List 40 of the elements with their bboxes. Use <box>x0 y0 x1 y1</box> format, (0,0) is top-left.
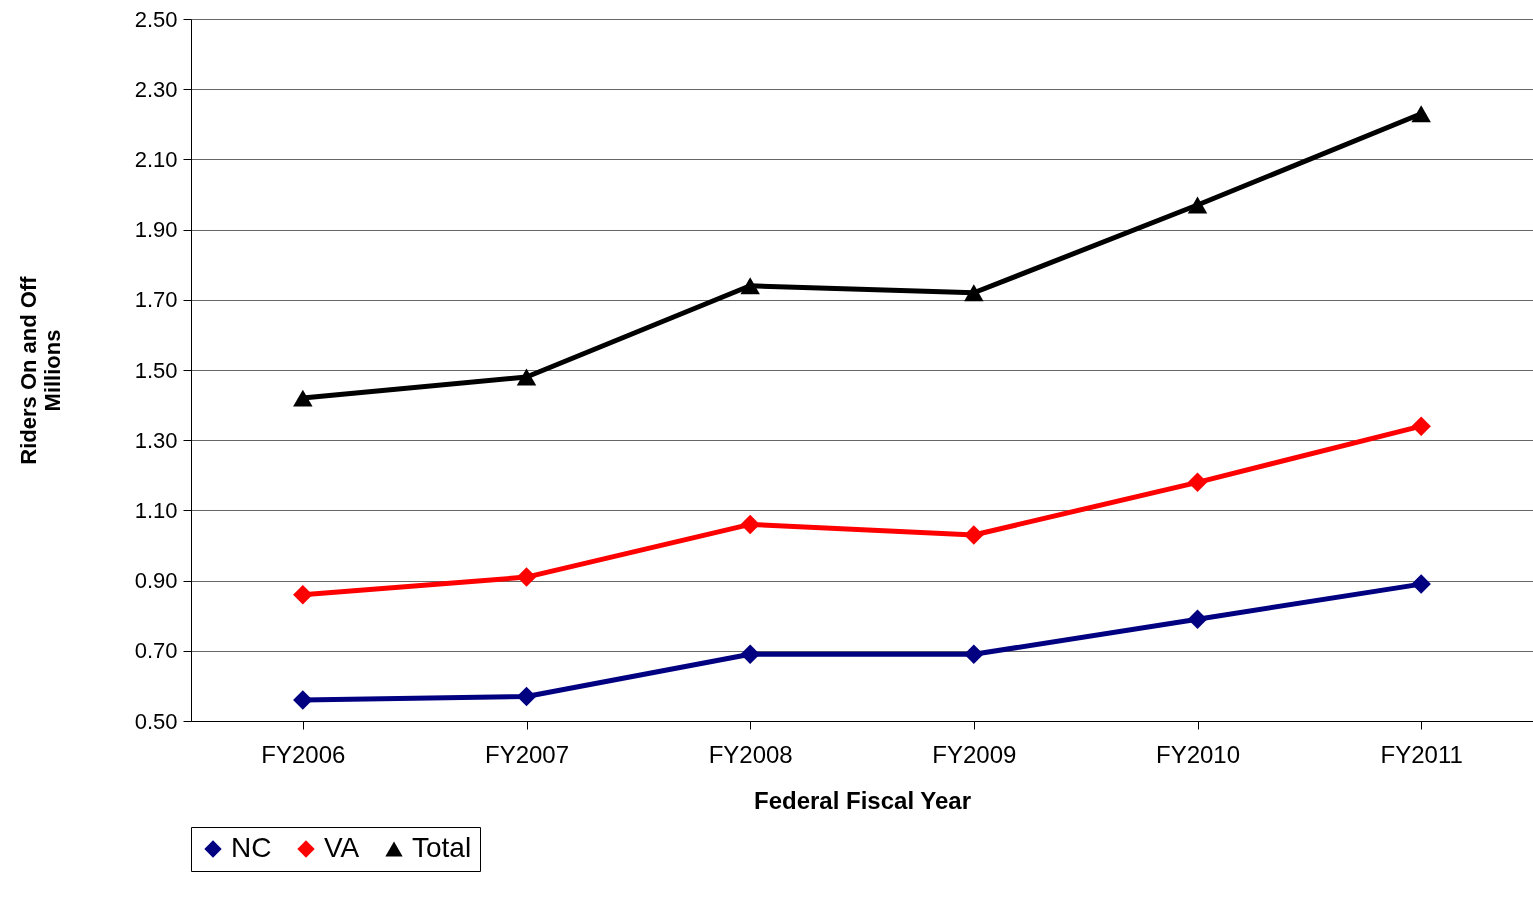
x-tick-label: FY2008 <box>708 740 793 768</box>
point <box>1187 196 1208 214</box>
point <box>964 284 984 302</box>
x-tick-label: FY2009 <box>932 740 1017 768</box>
point <box>516 368 537 386</box>
x-tick-label: FY2007 <box>484 740 570 768</box>
x-tick-label: FY2011 <box>1380 740 1463 768</box>
point <box>1411 105 1431 123</box>
point <box>1411 416 1431 436</box>
y-tick-label: 1.90 <box>134 217 178 243</box>
y-axis-title: Riders On and Off Millions <box>15 275 65 465</box>
x-axis-title: Federal Fiscal Year <box>753 786 972 814</box>
point <box>293 690 313 710</box>
point <box>964 525 984 545</box>
y-tick-label: 2.50 <box>134 6 178 32</box>
point <box>293 584 313 605</box>
y-tick-label: 1.30 <box>134 427 178 453</box>
legend-label: VA <box>324 832 360 863</box>
y-tick-label: 0.50 <box>134 708 178 734</box>
point <box>1411 574 1431 594</box>
y-tick-label: 2.30 <box>134 76 178 102</box>
point <box>1187 609 1208 629</box>
y-tick-label: 0.70 <box>134 638 178 664</box>
point <box>740 514 760 535</box>
point <box>1187 472 1208 493</box>
point <box>964 644 984 665</box>
legend-label: Total <box>412 832 472 863</box>
x-tick-label: FY2006 <box>261 740 346 768</box>
point <box>516 686 537 707</box>
point <box>740 644 760 665</box>
y-tick-label: 0.90 <box>134 568 178 594</box>
x-tick-label: FY2010 <box>1155 740 1241 768</box>
legend-label: NC <box>231 832 272 863</box>
y-tick-label: 1.50 <box>134 357 178 383</box>
y-tick-label: 1.10 <box>134 497 178 523</box>
y-tick-label: 1.70 <box>134 287 178 313</box>
y-tick-label: 2.10 <box>134 146 178 172</box>
point <box>516 567 537 587</box>
point <box>293 389 313 407</box>
point <box>740 277 760 295</box>
